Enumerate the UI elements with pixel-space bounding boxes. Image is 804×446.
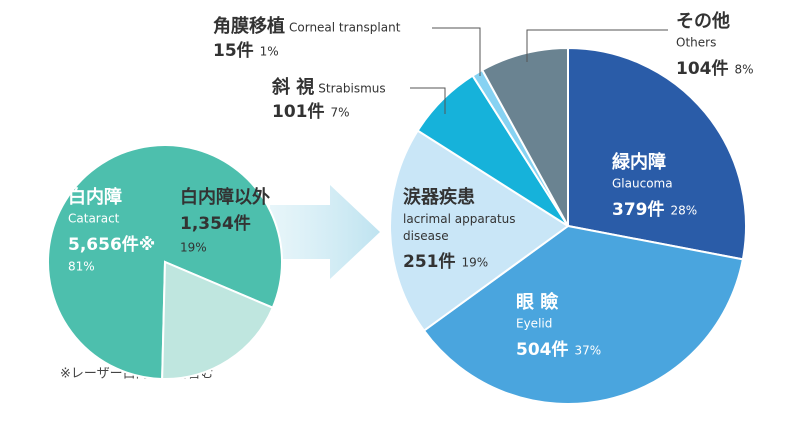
slice-subtitle: Strabismus — [318, 82, 385, 96]
slice-label: 涙器疾患 — [403, 186, 475, 208]
count-label: 251件 — [403, 251, 456, 272]
leader-line — [526, 29, 668, 62]
count-label: 1,354件 — [180, 213, 251, 234]
pie-slice — [422, 224, 745, 405]
slice-label: その他 — [676, 10, 730, 32]
count-label: 379件 — [612, 199, 665, 220]
count-label: 504件 — [516, 339, 569, 360]
count-label: 104件 — [676, 58, 729, 79]
slice-subtitle: Others — [676, 36, 716, 50]
slice-label: 眼 瞼 — [516, 291, 559, 313]
leader-line — [432, 27, 481, 76]
leader-line — [410, 87, 446, 114]
slice-subtitle: Corneal transplant — [289, 21, 401, 35]
slice-label: 緑内障 — [612, 151, 666, 173]
slice-label: 白内障以外 — [180, 186, 270, 208]
value-label: 28% — [671, 204, 698, 218]
arrow — [270, 185, 380, 279]
value-label: 8% — [735, 63, 754, 77]
count-label: 15件 — [213, 40, 254, 61]
value-label: 7% — [331, 106, 350, 120]
value-label: 19% — [462, 256, 489, 270]
slice-label: 斜 視 — [271, 76, 314, 98]
value-label: 19% — [180, 241, 207, 255]
count-label: 5,656件※ — [68, 234, 155, 255]
pie-slice — [389, 129, 570, 333]
slice-subtitle: Glaucoma — [612, 177, 673, 191]
pie-slice — [567, 46, 747, 261]
slice-subtitle: lacrimal apparatus disease — [403, 212, 516, 243]
pie-slice — [480, 46, 569, 227]
value-label: 1% — [260, 45, 279, 59]
count-label: 101件 — [272, 101, 325, 122]
slice-label: 角膜移植 — [213, 15, 285, 37]
slice-subtitle: Eyelid — [516, 317, 552, 331]
pie-slice — [161, 260, 275, 380]
slice-label: 白内障 — [68, 186, 122, 208]
slice-subtitle: Cataract — [68, 212, 120, 226]
value-label: 81% — [68, 260, 95, 274]
value-label: 37% — [575, 344, 602, 358]
